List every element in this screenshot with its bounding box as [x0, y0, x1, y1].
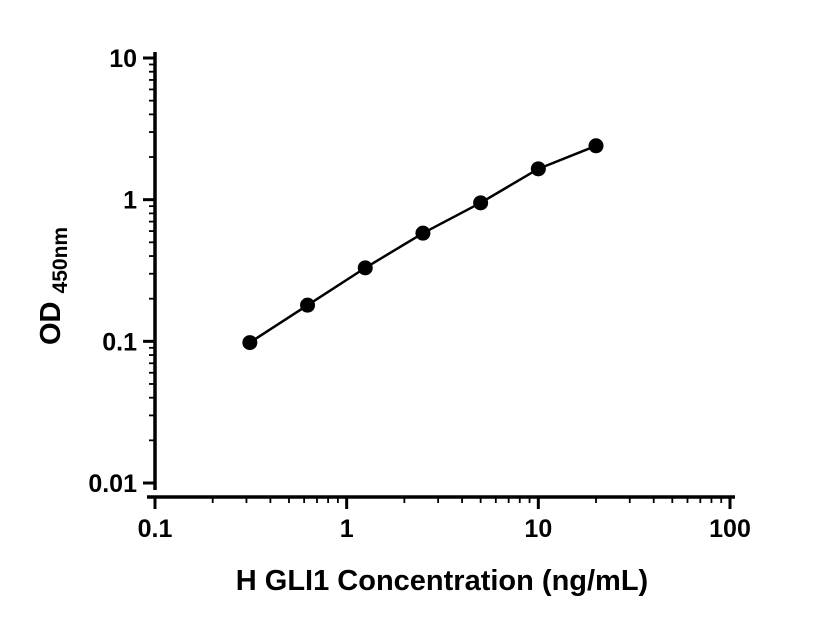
y-tick-label: 1 [123, 187, 137, 215]
x-tick-label: 10 [524, 515, 552, 543]
y-tick-label: 0.01 [88, 470, 137, 498]
x-tick-label: 100 [709, 515, 751, 543]
data-point [300, 297, 316, 313]
x-tick-label: 0.1 [138, 515, 173, 543]
y-axis-title-subscript: 450nm [49, 227, 72, 294]
x-axis-title: H GLI1 Concentration (ng/mL) [236, 565, 648, 597]
data-point [473, 195, 489, 211]
data-point [588, 138, 604, 154]
data-point [530, 161, 546, 177]
data-point [357, 260, 373, 276]
y-axis-title: OD 450nm [35, 227, 72, 345]
y-axis-title-main: OD [35, 302, 67, 346]
data-point [242, 335, 258, 351]
y-tick-label: 10 [109, 45, 137, 73]
data-layer [242, 138, 604, 351]
y-tick-label: 0.1 [102, 328, 137, 356]
x-tick-label: 1 [340, 515, 354, 543]
data-line [249, 144, 597, 344]
data-point [415, 225, 431, 241]
